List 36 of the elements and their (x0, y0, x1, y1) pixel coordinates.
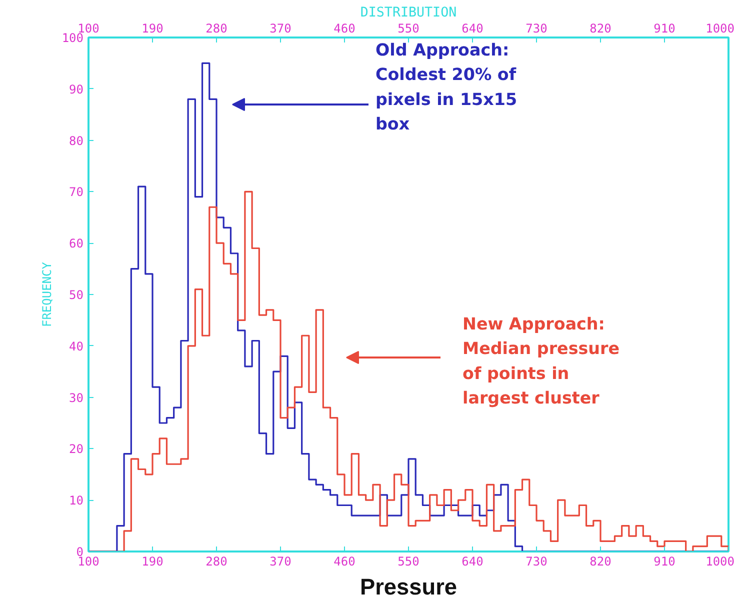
x-tick-label: 550 (398, 22, 420, 36)
y-axis-title: FREQUENCY (40, 261, 54, 328)
x2-tick-label: 100 (78, 554, 100, 568)
y-tick-label: 30 (69, 390, 84, 405)
x-tick-label: 1000 (706, 22, 734, 36)
x-tick-label: 640 (462, 22, 484, 36)
x-tick-label: 730 (526, 22, 548, 36)
y-tick-label: 80 (69, 134, 84, 148)
x-tick-label: 460 (334, 22, 356, 36)
annotation: Old Approach: Coldest 20% of pixels in 15x15 box (376, 40, 518, 134)
x2-tick-label: 370 (270, 554, 292, 568)
x-tick-label: 190 (142, 22, 164, 36)
y-tick-label: 60 (69, 236, 84, 251)
x-tick-label: 280 (206, 22, 228, 36)
x2-tick-label: 910 (654, 554, 676, 568)
x2-axis-title: DISTRIBUTION (360, 6, 457, 20)
y-tick-label: 70 (69, 185, 84, 200)
y-tick-label: 50 (69, 288, 84, 302)
x2-tick-label: 730 (526, 554, 548, 568)
x-tick-label: 910 (654, 22, 676, 36)
x2-tick-label: 1000 (706, 554, 734, 568)
x2-tick-label: 550 (398, 554, 420, 568)
x-tick-label: 370 (270, 22, 292, 36)
x2-tick-label: 640 (462, 554, 484, 568)
y-tick-label: 10 (69, 494, 84, 508)
x2-tick-label: 190 (142, 554, 164, 568)
x2-tick-label: 460 (334, 554, 356, 568)
x2-tick-label: 820 (590, 554, 612, 568)
y-tick-label: 40 (69, 339, 84, 354)
x2-tick-label: 280 (206, 554, 228, 568)
y-tick-label: 20 (69, 442, 84, 456)
y-tick-label: 100 (62, 31, 84, 45)
x-tick-label: 820 (590, 22, 612, 36)
x-axis-title: Pressure (360, 574, 458, 600)
y-tick-label: 90 (69, 82, 84, 96)
annotation: New Approach: Median pressure of points in largest cluster (462, 314, 620, 408)
